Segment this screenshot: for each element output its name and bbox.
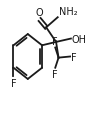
Text: F: F	[52, 69, 58, 79]
Text: O: O	[36, 8, 43, 18]
Text: F: F	[71, 52, 77, 62]
Text: OH: OH	[72, 34, 87, 44]
Text: NH₂: NH₂	[59, 7, 77, 17]
Text: F: F	[11, 78, 16, 88]
Text: F: F	[52, 37, 58, 47]
